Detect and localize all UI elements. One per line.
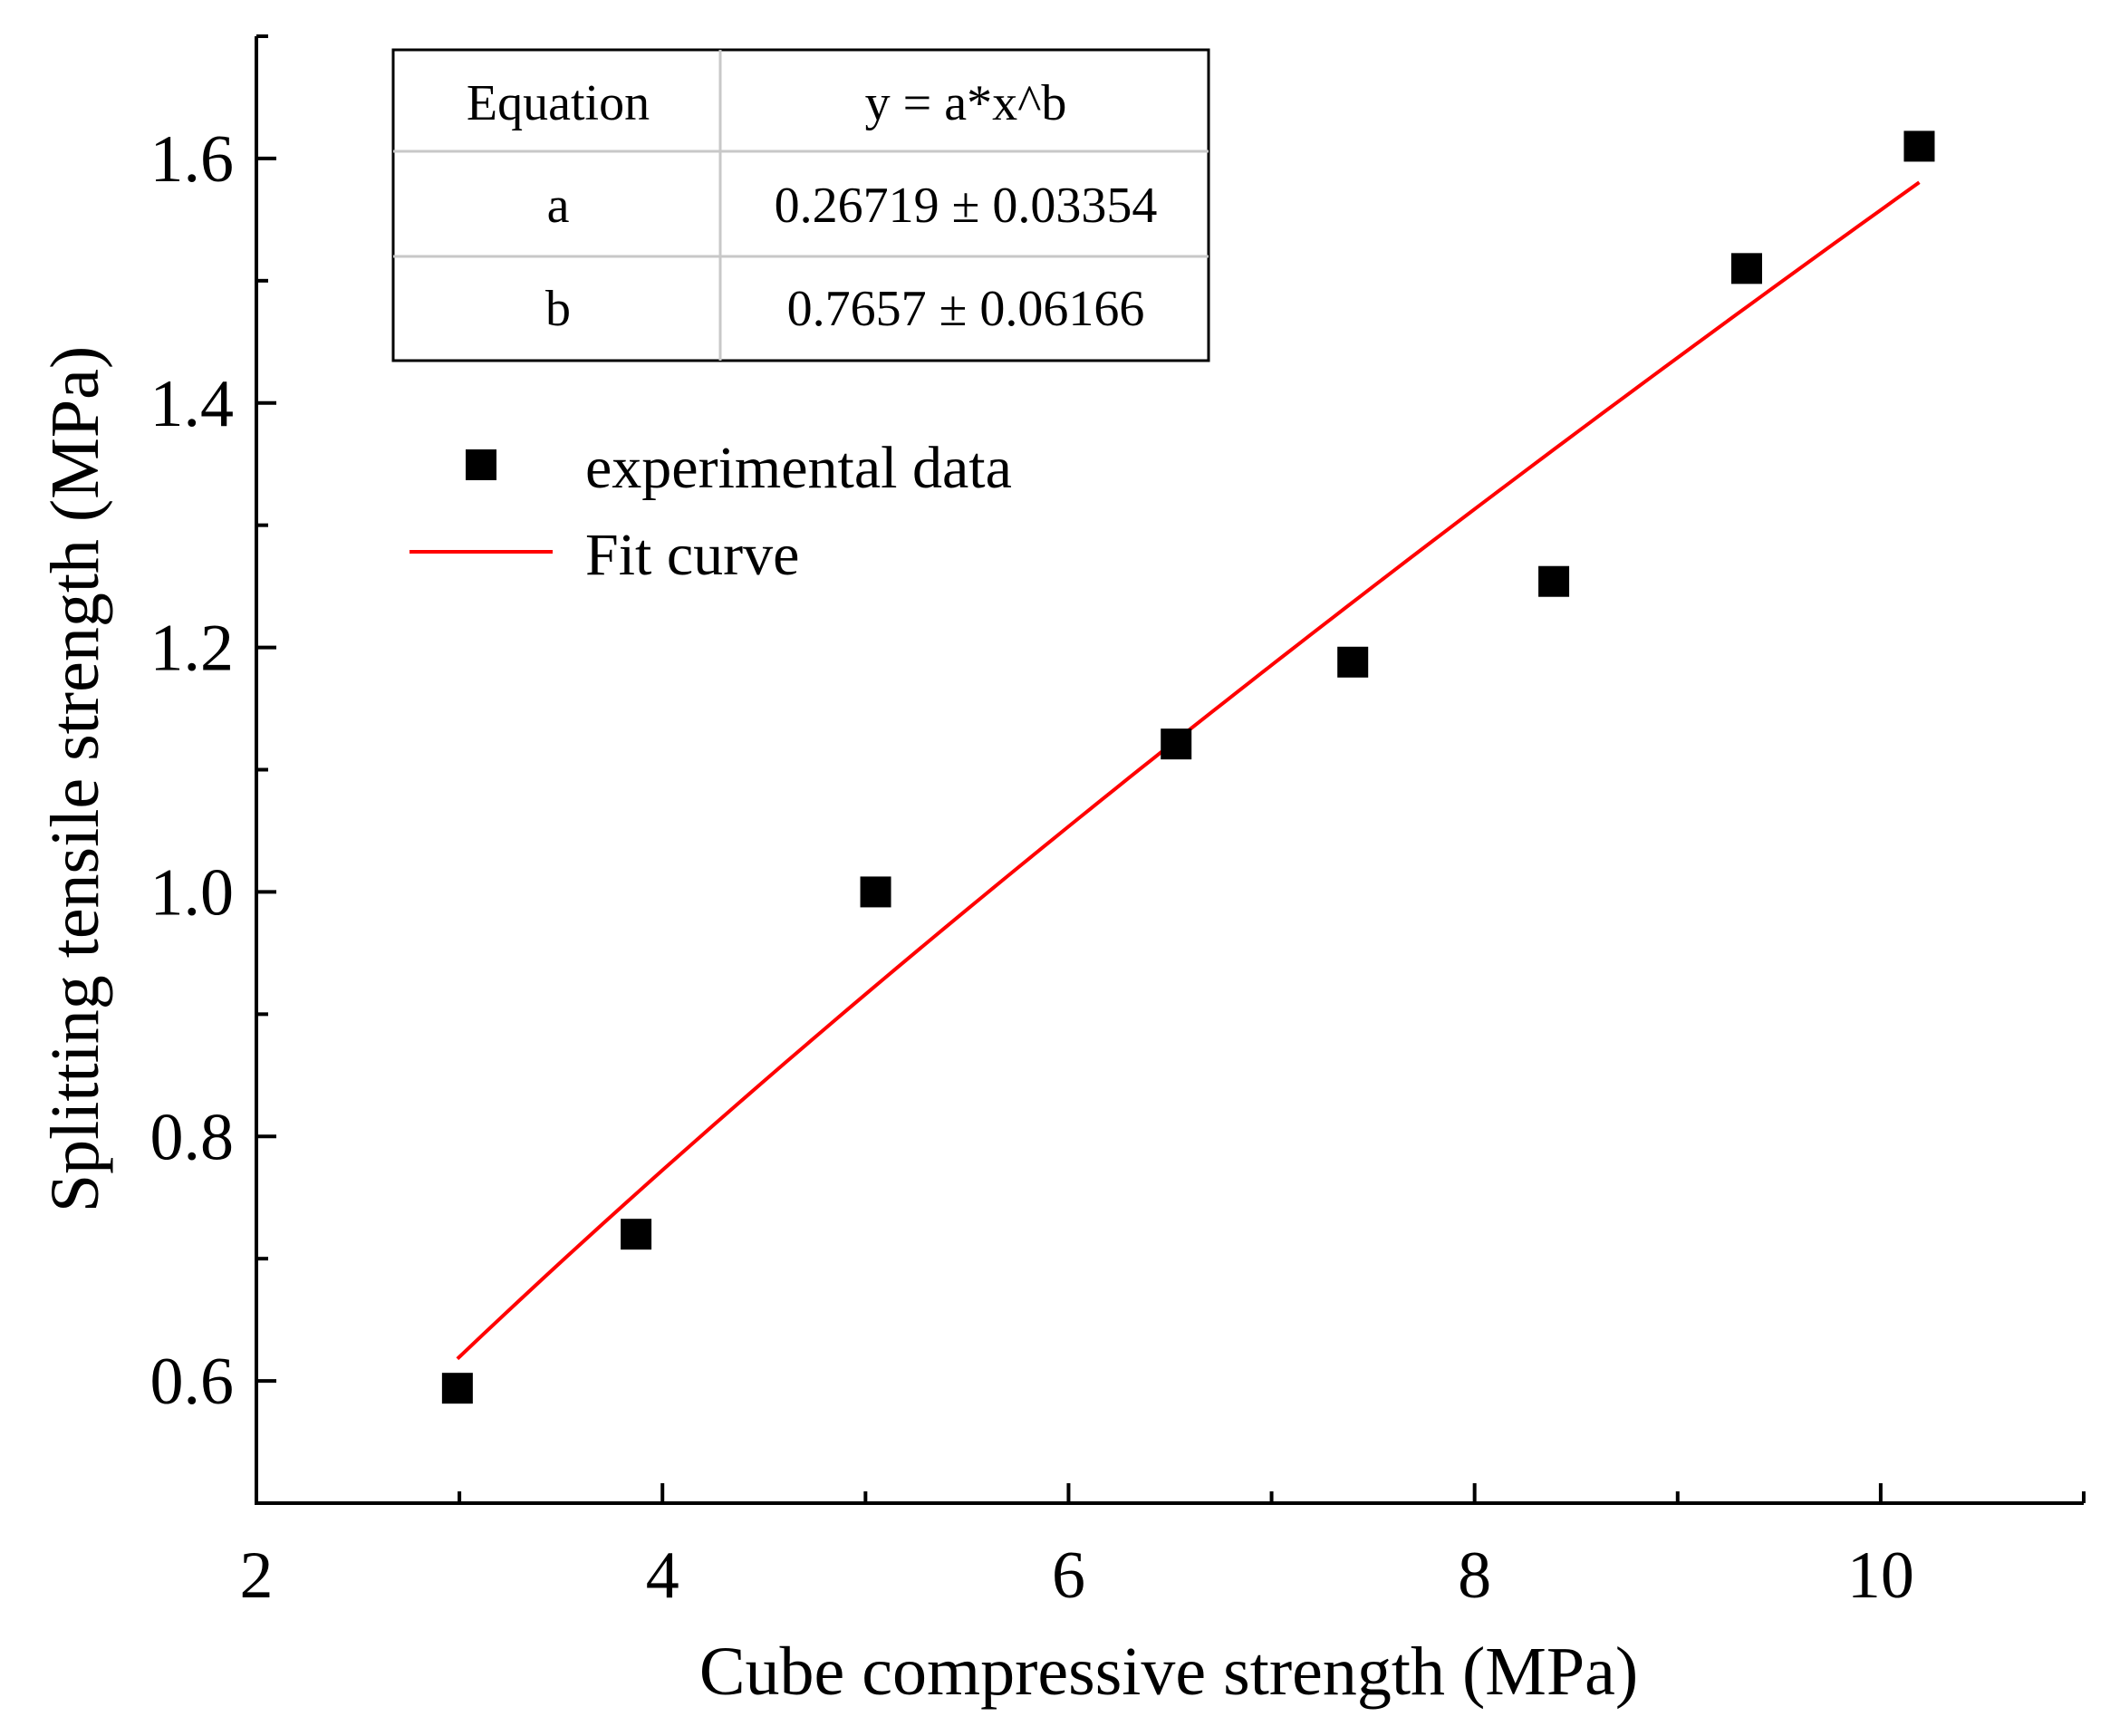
fit-table-cell: Equation — [467, 75, 650, 131]
x-tick-label: 10 — [1847, 1538, 1914, 1613]
y-tick-label: 1.4 — [150, 367, 235, 441]
fit-table-cell: 0.7657 ± 0.06166 — [787, 281, 1145, 337]
fit-table-cell: b — [545, 281, 571, 337]
legend: experimental data Fit curve — [409, 435, 1012, 588]
data-point — [1730, 253, 1762, 285]
legend-label-fit: Fit curve — [585, 522, 799, 588]
data-point — [621, 1219, 652, 1250]
y-ticks: 0.6 0.8 1.0 1.2 1.4 1.6 — [150, 34, 276, 1419]
fit-table-cell: 0.26719 ± 0.03354 — [775, 178, 1158, 234]
y-tick-label: 1.2 — [150, 612, 235, 686]
data-point — [1161, 728, 1192, 760]
data-point — [1337, 646, 1369, 678]
x-ticks: 2 4 6 8 10 — [240, 1483, 2086, 1613]
data-point — [441, 1373, 473, 1404]
x-tick-label: 4 — [646, 1538, 679, 1613]
legend-marker-square — [466, 449, 496, 480]
data-point — [860, 876, 891, 908]
x-tick-label: 6 — [1052, 1538, 1085, 1613]
fit-table-cell: a — [547, 178, 570, 234]
x-tick-label: 8 — [1458, 1538, 1491, 1613]
y-tick-label: 1.6 — [150, 122, 235, 197]
x-axis-title: Cube compressive strength (MPa) — [699, 1634, 1638, 1710]
fit-table-border — [391, 48, 1210, 362]
data-point — [1903, 130, 1935, 162]
y-tick-label: 0.8 — [150, 1100, 235, 1174]
data-point — [1538, 565, 1570, 597]
fit-table-cell: y = a*x^b — [865, 75, 1067, 131]
data-points — [441, 130, 1935, 1404]
x-tick-label: 2 — [240, 1538, 274, 1613]
y-tick-label: 0.6 — [150, 1345, 235, 1419]
fit-table: Equation y = a*x^b a 0.26719 ± 0.03354 b… — [391, 48, 1210, 362]
y-tick-label: 1.0 — [150, 855, 235, 930]
legend-label-experimental: experimental data — [585, 435, 1012, 501]
y-axis-title: Splitting tensile strength (MPa) — [37, 346, 113, 1212]
